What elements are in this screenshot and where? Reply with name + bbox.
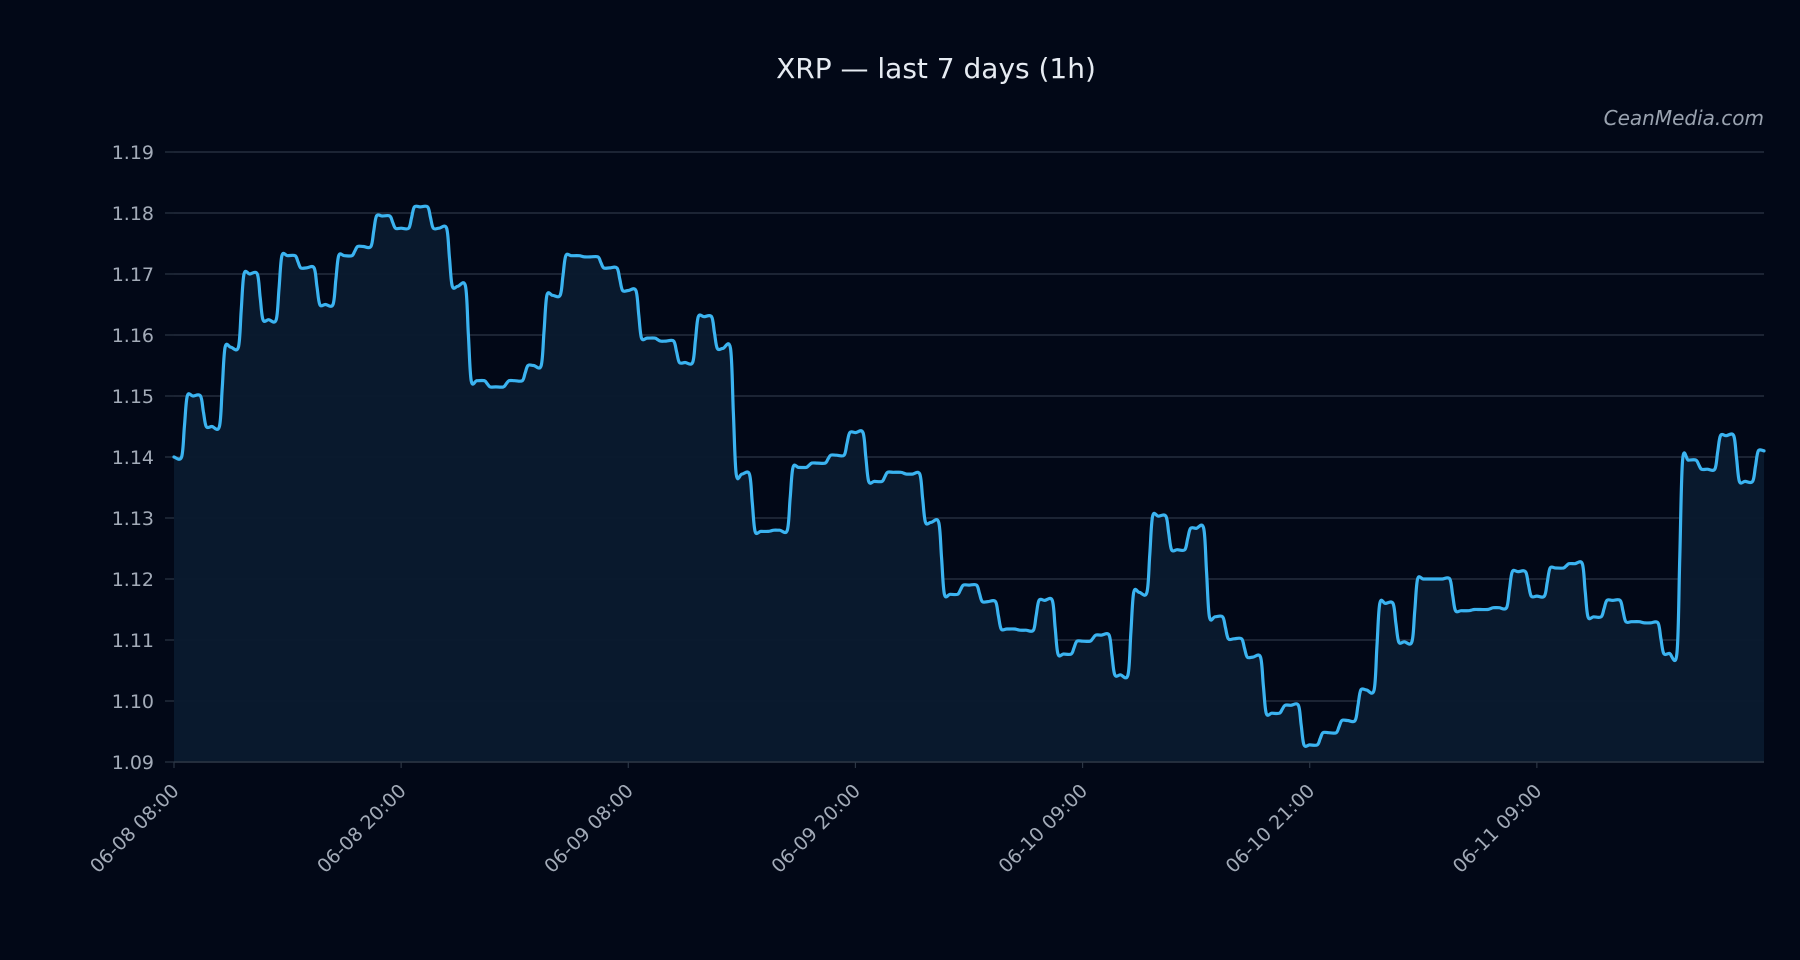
- y-tick-label: 1.11: [112, 630, 154, 652]
- watermark-text: CeanMedia.com: [1603, 106, 1764, 130]
- x-tick-label: 06-09 08:00: [540, 780, 638, 878]
- x-tick-label: 06-11 09:00: [1449, 780, 1547, 878]
- y-tick-label: 1.19: [112, 142, 154, 164]
- y-tick-label: 1.16: [112, 325, 154, 347]
- y-tick-label: 1.09: [112, 752, 154, 774]
- y-tick-label: 1.17: [112, 264, 154, 286]
- price-area-fill: [174, 206, 1764, 763]
- y-tick-label: 1.14: [112, 447, 154, 469]
- y-tick-label: 1.18: [112, 203, 154, 225]
- x-tick-label: 06-08 20:00: [313, 780, 411, 878]
- x-tick-label: 06-10 21:00: [1222, 780, 1320, 878]
- y-tick-label: 1.15: [112, 386, 154, 408]
- y-tick-label: 1.10: [112, 691, 154, 713]
- x-tick-label: 06-09 20:00: [767, 780, 865, 878]
- y-tick-label: 1.13: [112, 508, 154, 530]
- x-tick-label: 06-08 08:00: [86, 780, 184, 878]
- x-tick-label: 06-10 09:00: [995, 780, 1093, 878]
- y-tick-label: 1.12: [112, 569, 154, 591]
- chart-title: XRP — last 7 days (1h): [776, 52, 1096, 85]
- price-series-line: [172, 204, 1766, 748]
